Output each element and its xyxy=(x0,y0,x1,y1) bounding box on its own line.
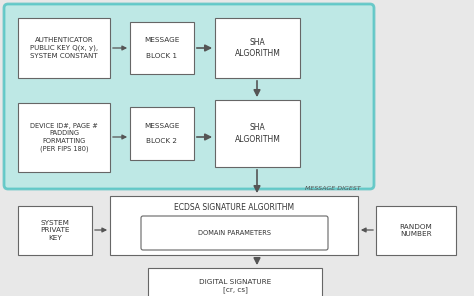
Text: RANDOM
NUMBER: RANDOM NUMBER xyxy=(400,223,432,237)
FancyBboxPatch shape xyxy=(110,196,358,255)
FancyBboxPatch shape xyxy=(18,103,110,172)
Text: DIGITAL SIGNATURE
[cr, cs]: DIGITAL SIGNATURE [cr, cs] xyxy=(199,279,271,293)
FancyBboxPatch shape xyxy=(4,4,374,189)
Text: DOMAIN PARAMETERS: DOMAIN PARAMETERS xyxy=(198,230,271,236)
FancyBboxPatch shape xyxy=(130,107,194,160)
Text: SHA
ALGORITHM: SHA ALGORITHM xyxy=(235,123,281,144)
Text: AUTHENTICATOR
PUBLIC KEY Q(x, y),
SYSTEM CONSTANT: AUTHENTICATOR PUBLIC KEY Q(x, y), SYSTEM… xyxy=(30,37,98,59)
FancyBboxPatch shape xyxy=(215,18,300,78)
FancyBboxPatch shape xyxy=(18,206,92,255)
FancyBboxPatch shape xyxy=(130,22,194,74)
Text: SYSTEM
PRIVATE
KEY: SYSTEM PRIVATE KEY xyxy=(40,220,70,241)
FancyBboxPatch shape xyxy=(141,216,328,250)
Text: MESSAGE DIGEST: MESSAGE DIGEST xyxy=(305,186,361,191)
FancyBboxPatch shape xyxy=(148,268,322,296)
Text: MESSAGE

BLOCK 1: MESSAGE BLOCK 1 xyxy=(144,37,180,59)
Text: SHA
ALGORITHM: SHA ALGORITHM xyxy=(235,38,281,58)
Text: ECDSA SIGNATURE ALGORITHM: ECDSA SIGNATURE ALGORITHM xyxy=(174,204,294,213)
FancyBboxPatch shape xyxy=(376,206,456,255)
Text: MESSAGE

BLOCK 2: MESSAGE BLOCK 2 xyxy=(144,123,180,144)
Text: DEVICE ID#, PAGE #
PADDING
FORMATTING
(PER FIPS 180): DEVICE ID#, PAGE # PADDING FORMATTING (P… xyxy=(30,123,98,152)
FancyBboxPatch shape xyxy=(18,18,110,78)
FancyBboxPatch shape xyxy=(215,100,300,167)
